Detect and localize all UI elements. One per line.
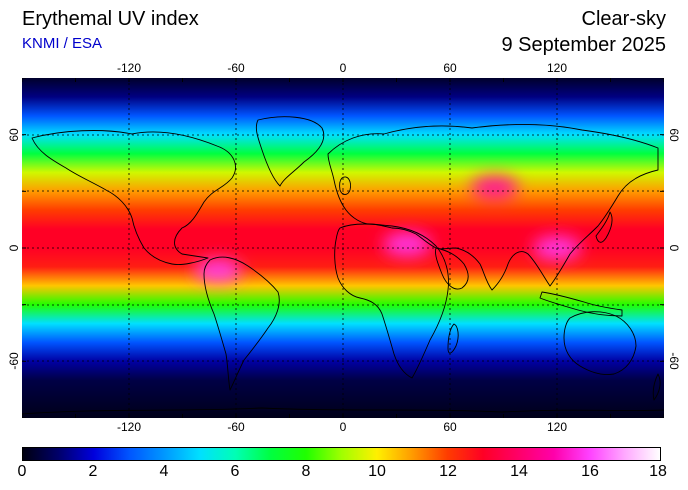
data-source-label: KNMI / ESA <box>22 35 103 52</box>
colorbar-tick-label: 8 <box>301 463 311 480</box>
lat-label-left: 0 <box>7 244 21 252</box>
axis-ticks <box>22 78 664 418</box>
coastline-greenland <box>255 116 325 187</box>
coastlines <box>22 116 664 415</box>
lon-label-top: 120 <box>546 61 568 75</box>
lon-label-bottom: 60 <box>443 420 457 434</box>
lat-label-left: 60 <box>7 128 21 142</box>
lon-label-bottom: 120 <box>546 420 568 434</box>
lat-label-right: 60 <box>667 128 681 142</box>
lon-label-bottom: -120 <box>116 420 142 434</box>
graticule <box>22 78 664 418</box>
uv-hotspot <box>194 258 243 283</box>
lon-label-top: 0 <box>339 61 347 75</box>
coastline-antarctica <box>22 407 664 415</box>
lon-label-bottom: -60 <box>227 420 245 434</box>
colorbar-tick-label: 14 <box>510 463 528 480</box>
lon-label-top: -60 <box>227 61 245 75</box>
coastline-indonesia <box>539 291 623 317</box>
coastline-africa <box>334 223 449 379</box>
lon-label-bottom: 0 <box>339 420 347 434</box>
date-label: 9 September 2025 <box>501 34 666 56</box>
colorbar-tick-label: 16 <box>581 463 599 480</box>
colorbar-tick-label: 0 <box>17 463 27 480</box>
lat-label-left: -60 <box>7 352 21 370</box>
colorbar-tick-label: 4 <box>159 463 169 480</box>
colorbar-tick-label: 10 <box>368 463 386 480</box>
lat-label-right: -60 <box>667 352 681 370</box>
colorbar-tick-label: 18 <box>649 463 667 480</box>
coastline-uk <box>339 176 351 195</box>
lon-label-top: -120 <box>116 61 142 75</box>
uv-hotspot <box>383 232 432 257</box>
coastline-madagascar <box>447 323 459 354</box>
colorbar-tick-label: 6 <box>230 463 240 480</box>
uv-hotspot <box>470 175 519 200</box>
colorbar-tick-label: 12 <box>439 463 457 480</box>
coastline-new-zealand <box>652 373 661 401</box>
colorbar-tick-label: 2 <box>88 463 98 480</box>
lon-label-top: 60 <box>443 61 457 75</box>
uv-colorbar <box>22 447 661 461</box>
coastline-north-america <box>31 130 236 265</box>
uv-index-map <box>22 78 664 418</box>
coastline-japan <box>595 211 613 243</box>
coastline-south-america <box>203 256 280 391</box>
lat-label-right: 0 <box>667 244 681 252</box>
coastline-arabia <box>435 247 469 290</box>
sky-condition-label: Clear-sky <box>581 8 666 30</box>
map-title: Erythemal UV index <box>22 8 199 30</box>
